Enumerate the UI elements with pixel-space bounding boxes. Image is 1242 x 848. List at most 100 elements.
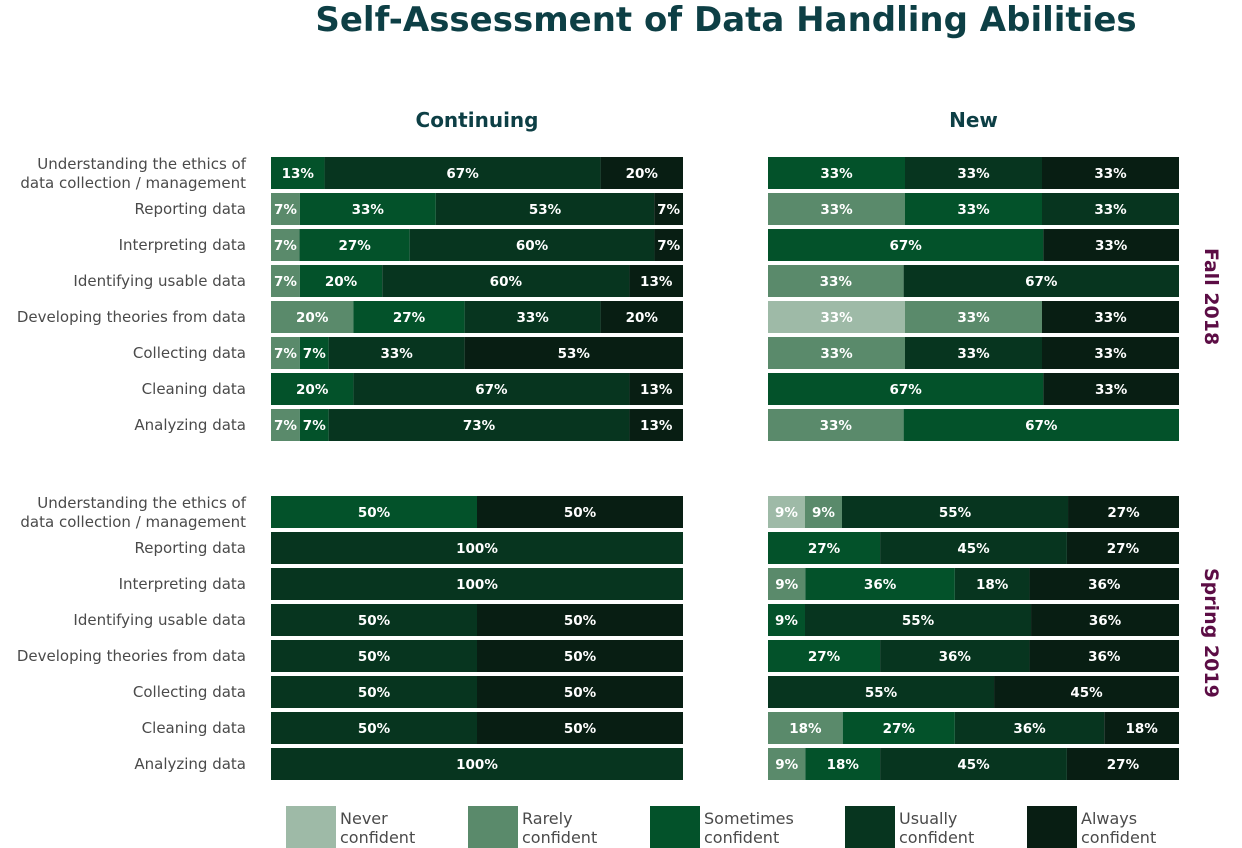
- data-label-spring-2019-new-row4-sometimes: 9%: [775, 613, 798, 629]
- category-label-cleaning-data-spring-2019: Cleaning data: [142, 719, 246, 737]
- data-label-spring-2019-new-row6-usually: 55%: [865, 685, 898, 701]
- category-label-collecting-data-fall-2018: Collecting data: [133, 344, 246, 362]
- bar-segment-fall-2018-continuing-row5-always: [600, 301, 683, 333]
- data-label-spring-2019-new-row7-rarely: 18%: [789, 721, 822, 737]
- bar-segment-spring-2019-continuing-row5-usually: [271, 640, 477, 672]
- data-label-spring-2019-new-row1-usually: 55%: [939, 505, 972, 521]
- data-label-spring-2019-new-row4-always: 36%: [1089, 613, 1122, 629]
- legend-swatch-rarely: [468, 806, 518, 848]
- data-label-fall-2018-continuing-row1-always: 20%: [626, 166, 659, 182]
- bar-segment-spring-2019-continuing-row8-usually: [271, 748, 683, 780]
- data-label-fall-2018-continuing-row6-rarely: 7%: [274, 346, 297, 362]
- data-label-spring-2019-new-row3-usually: 18%: [976, 577, 1009, 593]
- data-label-fall-2018-continuing-row4-sometimes: 20%: [325, 274, 358, 290]
- category-label-reporting-data-spring-2019: Reporting data: [135, 539, 246, 557]
- legend-swatch-usually: [845, 806, 895, 848]
- bar-segment-fall-2018-continuing-row2-rarely: [271, 193, 300, 225]
- data-label-spring-2019-new-row2-always: 27%: [1107, 541, 1140, 557]
- bar-segment-spring-2019-continuing-row4-always: [477, 604, 683, 636]
- data-label-fall-2018-new-row4-rarely: 33%: [820, 274, 853, 290]
- bar-segment-fall-2018-new-row6-always: [1042, 337, 1179, 369]
- data-label-spring-2019-new-row8-always: 27%: [1107, 757, 1140, 773]
- data-label-spring-2019-new-row2-usually: 45%: [957, 541, 990, 557]
- column-title-continuing: Continuing: [415, 108, 539, 132]
- bar-segment-fall-2018-new-row6-rarely: [768, 337, 905, 369]
- bar-segment-spring-2019-new-row8-sometimes: [805, 748, 881, 780]
- data-label-spring-2019-continuing-row6-always: 50%: [564, 685, 597, 701]
- data-label-spring-2019-continuing-row7-usually: 50%: [358, 721, 391, 737]
- bar-segment-fall-2018-new-row7-sometimes: [768, 373, 1044, 405]
- bar-segment-fall-2018-new-row1-sometimes: [768, 157, 905, 189]
- category-label-interpreting-data-spring-2019: Interpreting data: [119, 575, 246, 593]
- bar-segment-spring-2019-new-row7-sometimes: [842, 712, 955, 744]
- legend-label-always: Always confident: [1081, 809, 1157, 847]
- bar-segment-fall-2018-continuing-row2-sometimes: [299, 193, 436, 225]
- data-label-fall-2018-continuing-row6-sometimes: 7%: [303, 346, 326, 362]
- bar-segment-fall-2018-new-row3-always: [1043, 229, 1179, 261]
- bar-segment-fall-2018-continuing-row4-rarely: [271, 265, 300, 297]
- bar-segment-fall-2018-continuing-row2-always: [654, 193, 683, 225]
- data-label-spring-2019-new-row3-rarely: 9%: [775, 577, 798, 593]
- data-label-spring-2019-new-row3-sometimes: 36%: [864, 577, 897, 593]
- bar-segment-fall-2018-continuing-row4-usually: [382, 265, 630, 297]
- data-label-fall-2018-continuing-row2-usually: 53%: [529, 202, 562, 218]
- bar-segment-spring-2019-new-row4-sometimes: [768, 604, 805, 636]
- bar-segment-fall-2018-continuing-row1-usually: [324, 157, 601, 189]
- bar-segment-spring-2019-new-row3-rarely: [768, 568, 806, 600]
- bar-segment-fall-2018-continuing-row8-rarely: [271, 409, 300, 441]
- bar-segment-spring-2019-new-row4-usually: [804, 604, 1032, 636]
- bar-segment-fall-2018-new-row4-rarely: [768, 265, 904, 297]
- data-label-fall-2018-continuing-row5-rarely: 20%: [296, 310, 329, 326]
- bar-segment-spring-2019-new-row7-usually: [954, 712, 1105, 744]
- data-label-fall-2018-new-row4-usually: 67%: [1025, 274, 1058, 290]
- legend-swatch-never: [286, 806, 336, 848]
- bar-segment-fall-2018-new-row2-sometimes: [905, 193, 1042, 225]
- data-label-fall-2018-continuing-row4-rarely: 7%: [274, 274, 297, 290]
- data-label-fall-2018-continuing-row8-sometimes: 7%: [303, 418, 326, 434]
- data-label-spring-2019-new-row4-usually: 55%: [902, 613, 935, 629]
- data-label-fall-2018-continuing-row3-sometimes: 27%: [338, 238, 371, 254]
- data-label-fall-2018-new-row7-always: 33%: [1095, 382, 1128, 398]
- data-label-fall-2018-continuing-row2-rarely: 7%: [274, 202, 297, 218]
- bar-segment-fall-2018-continuing-row8-usually: [328, 409, 630, 441]
- data-label-fall-2018-continuing-row7-always: 13%: [640, 382, 673, 398]
- bar-segment-spring-2019-new-row8-always: [1066, 748, 1179, 780]
- bar-segment-spring-2019-new-row5-sometimes: [768, 640, 881, 672]
- data-label-fall-2018-continuing-row3-usually: 60%: [516, 238, 549, 254]
- data-label-fall-2018-new-row6-always: 33%: [1094, 346, 1127, 362]
- data-label-fall-2018-continuing-row4-usually: 60%: [490, 274, 523, 290]
- data-label-spring-2019-new-row8-rarely: 9%: [775, 757, 798, 773]
- bar-segment-spring-2019-new-row6-usually: [768, 676, 995, 708]
- data-label-spring-2019-new-row1-never: 9%: [775, 505, 798, 521]
- category-label-analyzing-data-spring-2019: Analyzing data: [134, 755, 246, 773]
- bar-segment-fall-2018-continuing-row3-sometimes: [299, 229, 410, 261]
- legend-swatch-sometimes: [650, 806, 700, 848]
- legend-label-never: Never confident: [340, 809, 416, 847]
- data-label-spring-2019-new-row7-usually: 36%: [1013, 721, 1046, 737]
- bar-segment-fall-2018-new-row5-rarely: [905, 301, 1042, 333]
- bar-segment-spring-2019-new-row5-usually: [880, 640, 1030, 672]
- bar-segment-spring-2019-continuing-row4-usually: [271, 604, 477, 636]
- category-label-interpreting-data-fall-2018: Interpreting data: [119, 236, 246, 254]
- data-label-fall-2018-continuing-row6-usually: 33%: [380, 346, 413, 362]
- bar-segment-spring-2019-new-row2-sometimes: [768, 532, 881, 564]
- data-label-fall-2018-continuing-row1-sometimes: 13%: [282, 166, 315, 182]
- data-label-fall-2018-continuing-row2-sometimes: 33%: [352, 202, 385, 218]
- category-label-reporting-data-fall-2018: Reporting data: [135, 200, 246, 218]
- data-label-spring-2019-continuing-row7-always: 50%: [564, 721, 597, 737]
- bar-segment-fall-2018-continuing-row8-sometimes: [299, 409, 329, 441]
- column-title-new: New: [949, 108, 998, 132]
- data-label-spring-2019-new-row7-always: 18%: [1125, 721, 1158, 737]
- bar-segment-fall-2018-continuing-row8-always: [629, 409, 683, 441]
- data-label-spring-2019-new-row3-always: 36%: [1088, 577, 1121, 593]
- bar-segment-fall-2018-continuing-row3-usually: [409, 229, 655, 261]
- data-label-fall-2018-new-row6-usually: 33%: [957, 346, 990, 362]
- category-label-analyzing-data-fall-2018: Analyzing data: [134, 416, 246, 434]
- bar-segment-spring-2019-continuing-row6-always: [477, 676, 683, 708]
- bar-segment-spring-2019-new-row7-always: [1104, 712, 1179, 744]
- data-label-spring-2019-continuing-row4-always: 50%: [564, 613, 597, 629]
- bar-segment-spring-2019-continuing-row1-sometimes: [271, 496, 477, 528]
- data-label-fall-2018-continuing-row1-usually: 67%: [446, 166, 479, 182]
- legend-label-rarely: Rarely confident: [522, 809, 598, 847]
- legend: Never confident Rarely confident Sometim…: [0, 806, 1242, 848]
